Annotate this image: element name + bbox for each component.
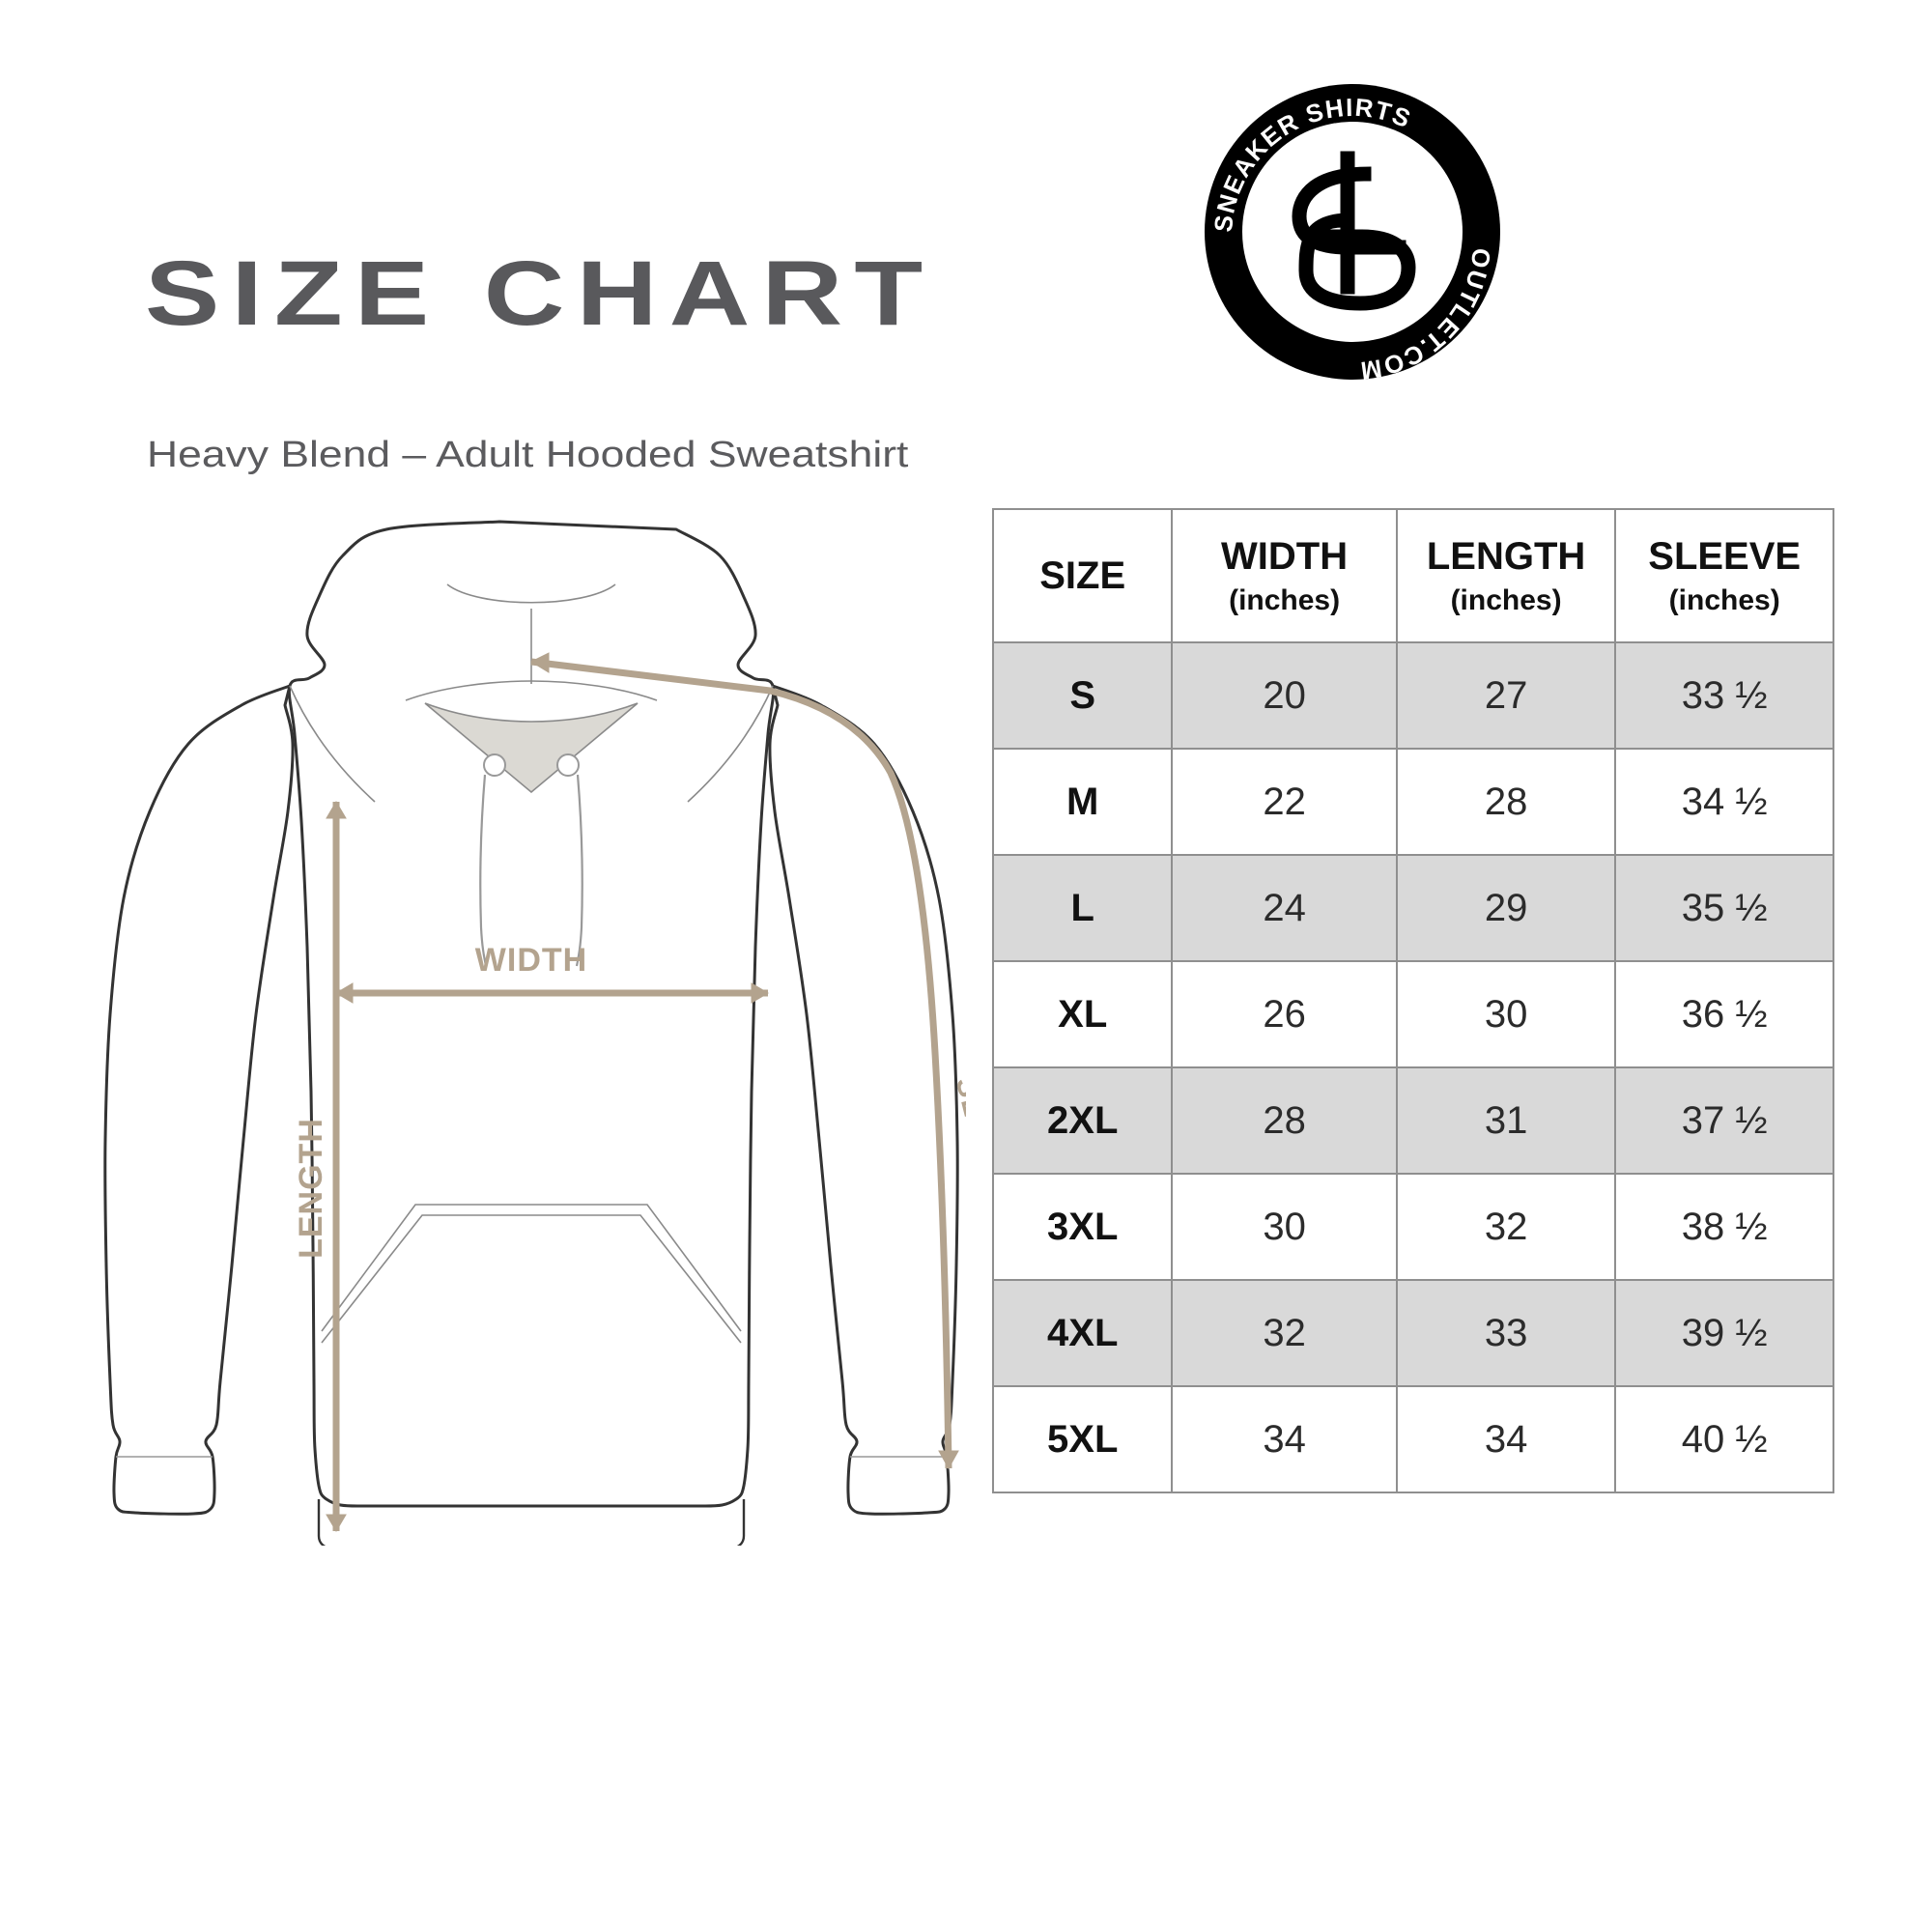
svg-text:WIDTH: WIDTH xyxy=(475,942,587,979)
svg-text:LENGTH: LENGTH xyxy=(293,1118,329,1259)
